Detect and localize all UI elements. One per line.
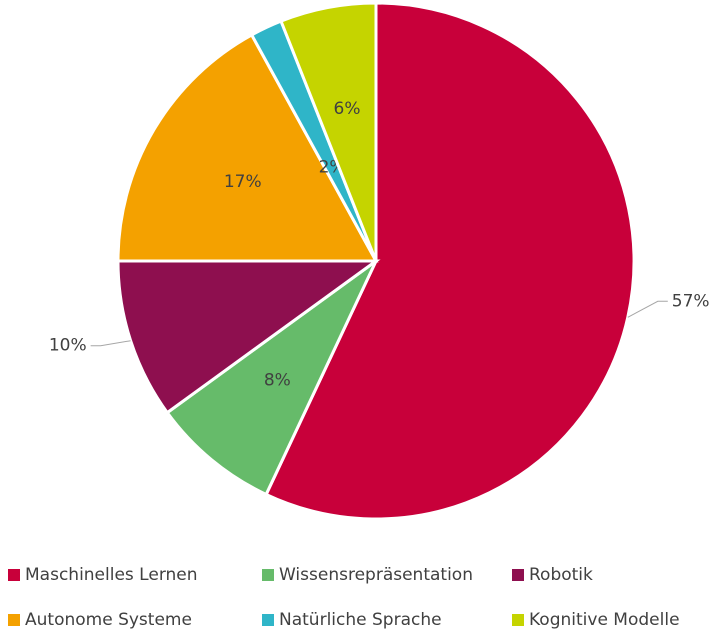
legend-swatch [262, 569, 274, 581]
legend-label: Maschinelles Lernen [25, 565, 198, 585]
pie-slice [279, 1, 378, 262]
legend-label: Robotik [529, 565, 593, 585]
pie-slice [165, 259, 378, 497]
pie-slice [116, 32, 379, 263]
legend-swatch [262, 614, 274, 626]
legend-label: Natürliche Sprache [279, 610, 442, 630]
legend-swatch [512, 569, 524, 581]
data-label: 6% [334, 99, 361, 119]
data-label: 10% [49, 336, 87, 356]
data-label: 57% [672, 291, 710, 311]
data-label: 17% [224, 172, 262, 192]
data-label: 8% [264, 370, 291, 390]
legend-label: Autonome Systeme [25, 610, 192, 630]
legend-swatch [8, 614, 20, 626]
legend-label: Kognitive Modelle [529, 610, 680, 630]
leader-line [627, 300, 668, 318]
pie-slice [116, 259, 381, 415]
leader-line [90, 340, 131, 347]
legend-swatch [8, 569, 20, 581]
legend-swatch [512, 614, 524, 626]
legend-label: Wissensrepräsentation [279, 565, 473, 585]
